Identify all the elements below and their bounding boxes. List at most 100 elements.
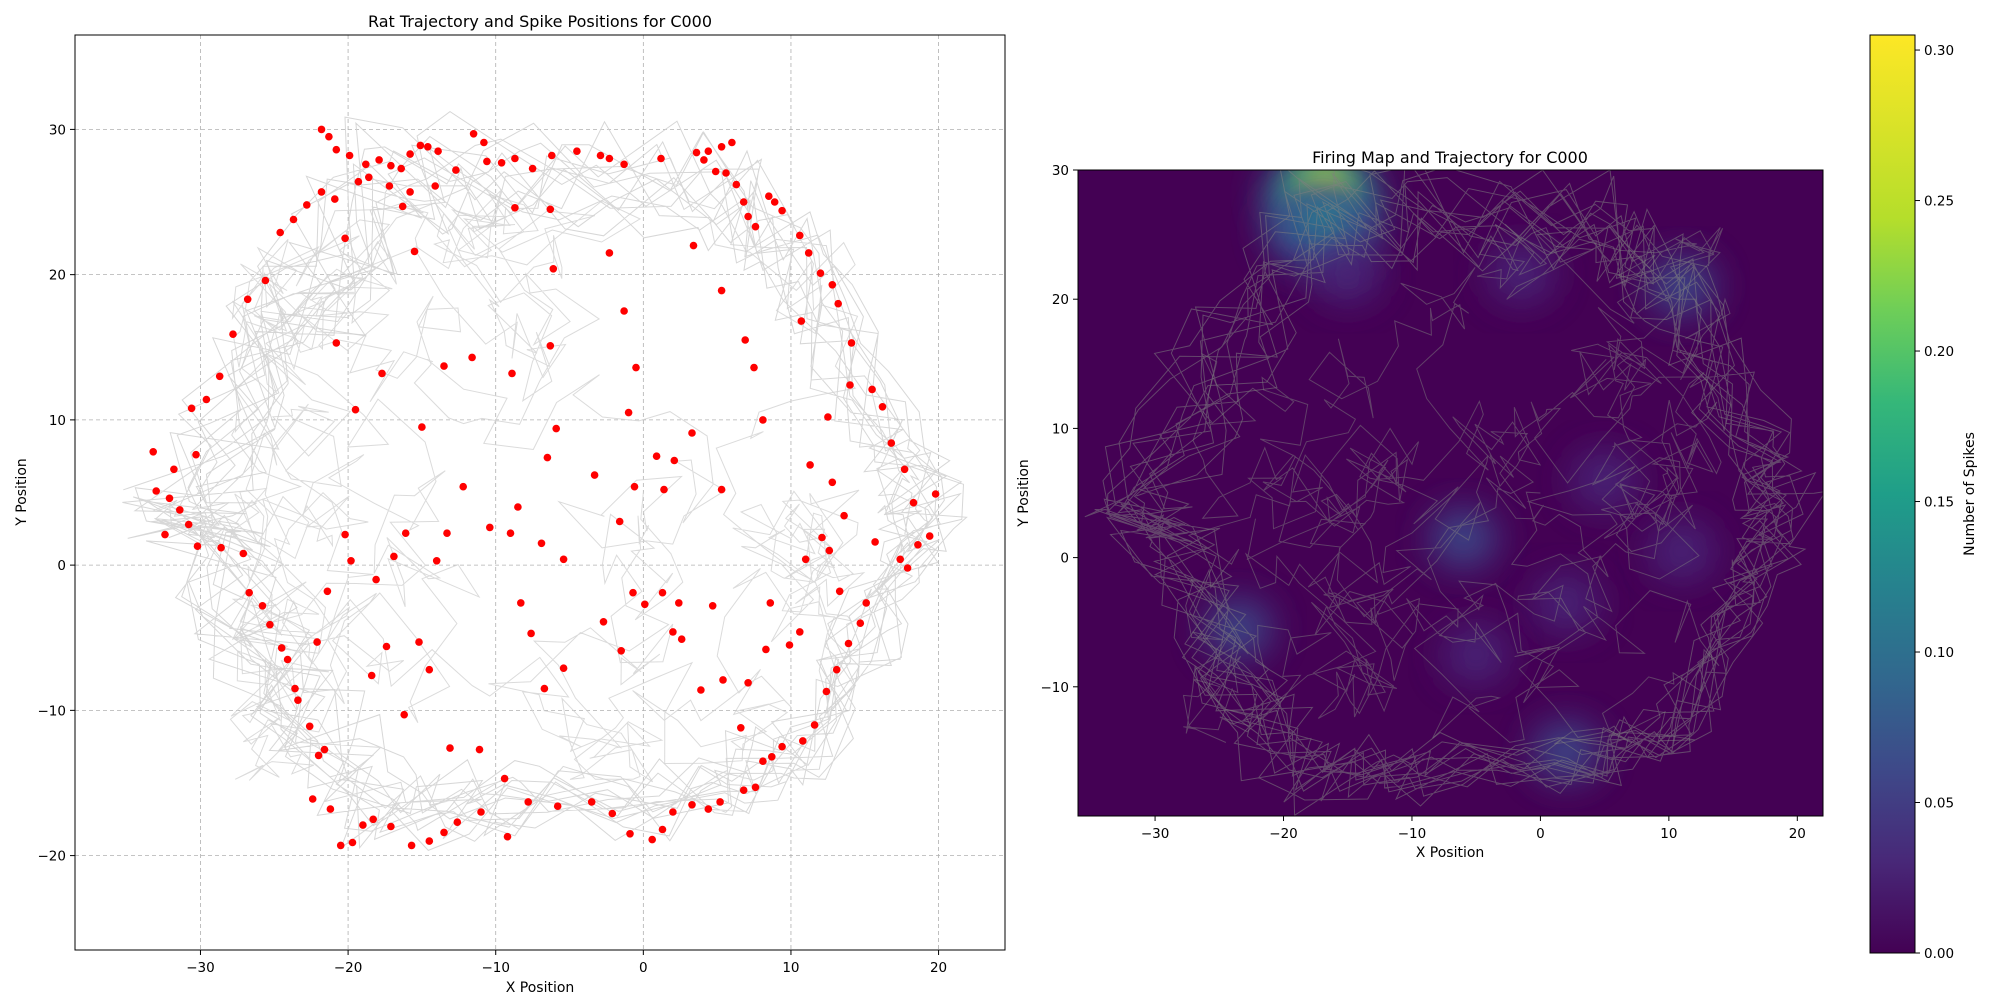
spike-point [832, 665, 841, 674]
spike-point [816, 269, 825, 278]
spike-point [245, 588, 253, 597]
spike-point [658, 588, 667, 597]
spike-point [277, 644, 286, 652]
hotspot [1647, 256, 1716, 317]
spike-point [700, 156, 708, 164]
spike-point [862, 599, 870, 607]
spike-point [446, 744, 454, 752]
y-tick-label: 30 [49, 122, 66, 138]
spike-point [283, 655, 292, 664]
trajectory-path-interior [1182, 223, 1732, 745]
chart2-trajectory [1084, 170, 1823, 816]
spike-point [648, 835, 656, 844]
spike-point [828, 281, 837, 289]
spike-point [452, 166, 460, 174]
spike-point [202, 395, 211, 404]
spike-point [477, 808, 485, 816]
spike-point [587, 798, 596, 806]
spike-point [359, 821, 367, 829]
spike-point [387, 822, 395, 831]
spike-point [289, 215, 298, 224]
spike-point [778, 742, 786, 751]
spike-point [170, 465, 178, 474]
spike-point [511, 204, 519, 212]
y-tick-label: −20 [38, 849, 67, 865]
spike-point [605, 249, 614, 257]
spike-point [751, 783, 760, 792]
spike-point [737, 724, 745, 732]
spike-point [708, 602, 717, 610]
spike-point [511, 154, 519, 163]
spike-point [717, 286, 726, 295]
chart1-trajectory [122, 110, 968, 851]
spike-point [669, 808, 677, 816]
spike-point [354, 177, 363, 186]
spike-point [704, 147, 713, 155]
spike-point [675, 599, 683, 607]
spike-point [799, 737, 807, 745]
spike-point [856, 619, 865, 627]
x-tick-label: 10 [782, 960, 799, 976]
spike-point [834, 299, 842, 308]
y-tick-label: 0 [1060, 551, 1069, 567]
spike-point [732, 180, 741, 189]
spike-point [766, 599, 775, 607]
trajectory-spike-chart: Rat Trajectory and Spike Positions for C… [14, 12, 1006, 996]
trajectory-path-interior [229, 189, 866, 783]
colorbar-tick-label: 0.10 [1924, 645, 1954, 661]
spike-point [483, 157, 491, 166]
colorbar-ticks: 0.00 0.05 0.10 0.15 0.20 0.25 0.30 [1915, 43, 1954, 962]
spike-point [486, 523, 494, 532]
spike-point [765, 192, 773, 200]
spike-point [768, 753, 776, 761]
x-tick-label: −20 [1269, 826, 1298, 842]
spike-point [303, 201, 311, 209]
spike-point [688, 801, 696, 809]
spike-point [378, 369, 386, 378]
spike-point [762, 645, 770, 654]
spike-point [517, 599, 525, 607]
spike-point [543, 453, 552, 462]
spike-point [443, 529, 451, 537]
spike-point [711, 167, 720, 176]
spike-point [468, 353, 476, 362]
spike-point [276, 228, 285, 237]
spike-point [524, 798, 532, 806]
spike-point [797, 317, 806, 325]
y-tick-label: −10 [1041, 680, 1070, 696]
spike-point [308, 795, 317, 803]
spike-point [549, 265, 558, 273]
x-tick-label: 0 [639, 960, 648, 976]
y-tick-label: 10 [49, 413, 66, 429]
spike-point [326, 805, 335, 813]
spike-point [243, 295, 252, 304]
spike-point [215, 372, 224, 381]
spike-point [629, 588, 637, 597]
spike-point [149, 448, 157, 456]
spike-point [722, 169, 730, 177]
colorbar-tick-label: 0.00 [1924, 946, 1954, 962]
spike-point [719, 676, 727, 684]
spike-point [258, 602, 267, 610]
spike-point [590, 471, 599, 479]
spike-point [229, 330, 237, 339]
spike-point [620, 160, 628, 169]
spike-point [770, 198, 779, 206]
chart2-plot-frame [1077, 169, 1824, 817]
spike-point [500, 774, 509, 783]
x-tick-label: −30 [186, 960, 215, 976]
spike-point [931, 490, 940, 498]
spike-point [320, 745, 329, 754]
spike-point [415, 638, 423, 646]
spike-point [759, 416, 767, 424]
colorbar-tick-label: 0.15 [1924, 495, 1954, 511]
spike-point [336, 841, 345, 850]
spike-point [615, 517, 624, 526]
spike-point [323, 587, 332, 596]
spike-point [669, 628, 677, 636]
spike-point [804, 249, 813, 257]
spike-point [925, 532, 934, 540]
spike-point [835, 587, 844, 596]
spike-point [261, 276, 270, 285]
